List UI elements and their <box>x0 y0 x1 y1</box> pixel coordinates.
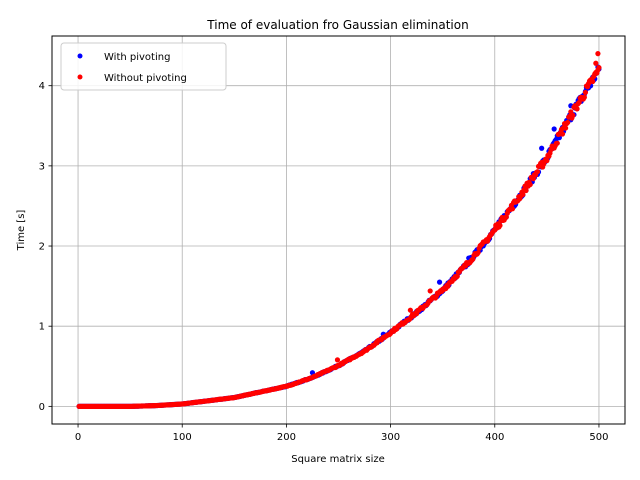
data-point <box>563 125 569 131</box>
data-point <box>527 181 533 188</box>
legend-label-without-pivoting: Without pivoting <box>104 73 187 84</box>
x-tick-label: 200 <box>277 432 296 443</box>
data-point <box>590 78 596 85</box>
x-tick-label: 300 <box>381 432 400 443</box>
x-tick-label: 0 <box>75 432 81 443</box>
legend-marker-without-pivoting <box>77 74 83 80</box>
x-axis-title: Square matrix size <box>291 454 385 465</box>
y-tick-label: 0 <box>39 402 45 413</box>
axis-ticks: 0 100 200 300 400 500 0 1 2 3 4 <box>39 81 609 443</box>
chart-title: Time of evaluation fro Gaussian eliminat… <box>206 18 468 32</box>
data-point <box>475 250 481 256</box>
legend-label-with-pivoting: With pivoting <box>104 52 170 63</box>
x-tick-label: 400 <box>485 432 504 443</box>
plot-frame <box>51 35 626 425</box>
data-point <box>523 187 529 194</box>
y-tick-label: 4 <box>39 81 45 92</box>
y-tick-label: 3 <box>39 161 45 172</box>
grid-lines <box>52 36 625 424</box>
legend-box <box>60 42 227 91</box>
data-point-outlier <box>539 145 545 151</box>
data-point <box>497 222 503 229</box>
x-tick-label: 100 <box>173 432 192 443</box>
series-without-pivoting <box>76 51 602 409</box>
data-point <box>559 131 566 137</box>
y-axis-title: Time [s] <box>16 210 27 252</box>
data-point-outlier <box>407 307 413 313</box>
data-point <box>596 65 602 71</box>
data-point-outlier <box>551 126 557 132</box>
legend-marker-with-pivoting <box>77 53 83 59</box>
data-point-outlier <box>493 222 499 228</box>
data-point <box>576 99 582 106</box>
data-point <box>565 119 571 126</box>
data-point <box>582 89 589 96</box>
data-point-outlier <box>436 279 443 285</box>
data-point <box>570 112 576 118</box>
data-point <box>454 273 460 279</box>
x-tick-label: 500 <box>589 432 608 443</box>
data-point <box>509 206 516 212</box>
data-point <box>574 106 580 112</box>
data-point <box>520 191 526 198</box>
y-tick-label: 2 <box>39 242 45 253</box>
data-point-outlier <box>595 51 601 57</box>
data-point-outlier <box>427 288 433 294</box>
y-tick-label: 1 <box>39 322 45 333</box>
data-point-outlier <box>334 357 341 363</box>
data-point <box>581 94 587 100</box>
data-points <box>76 51 602 409</box>
data-point-outlier <box>593 60 599 66</box>
data-point <box>544 158 550 164</box>
data-point <box>534 169 541 175</box>
data-point <box>554 140 560 146</box>
legend: With pivoting Without pivoting <box>60 42 227 91</box>
